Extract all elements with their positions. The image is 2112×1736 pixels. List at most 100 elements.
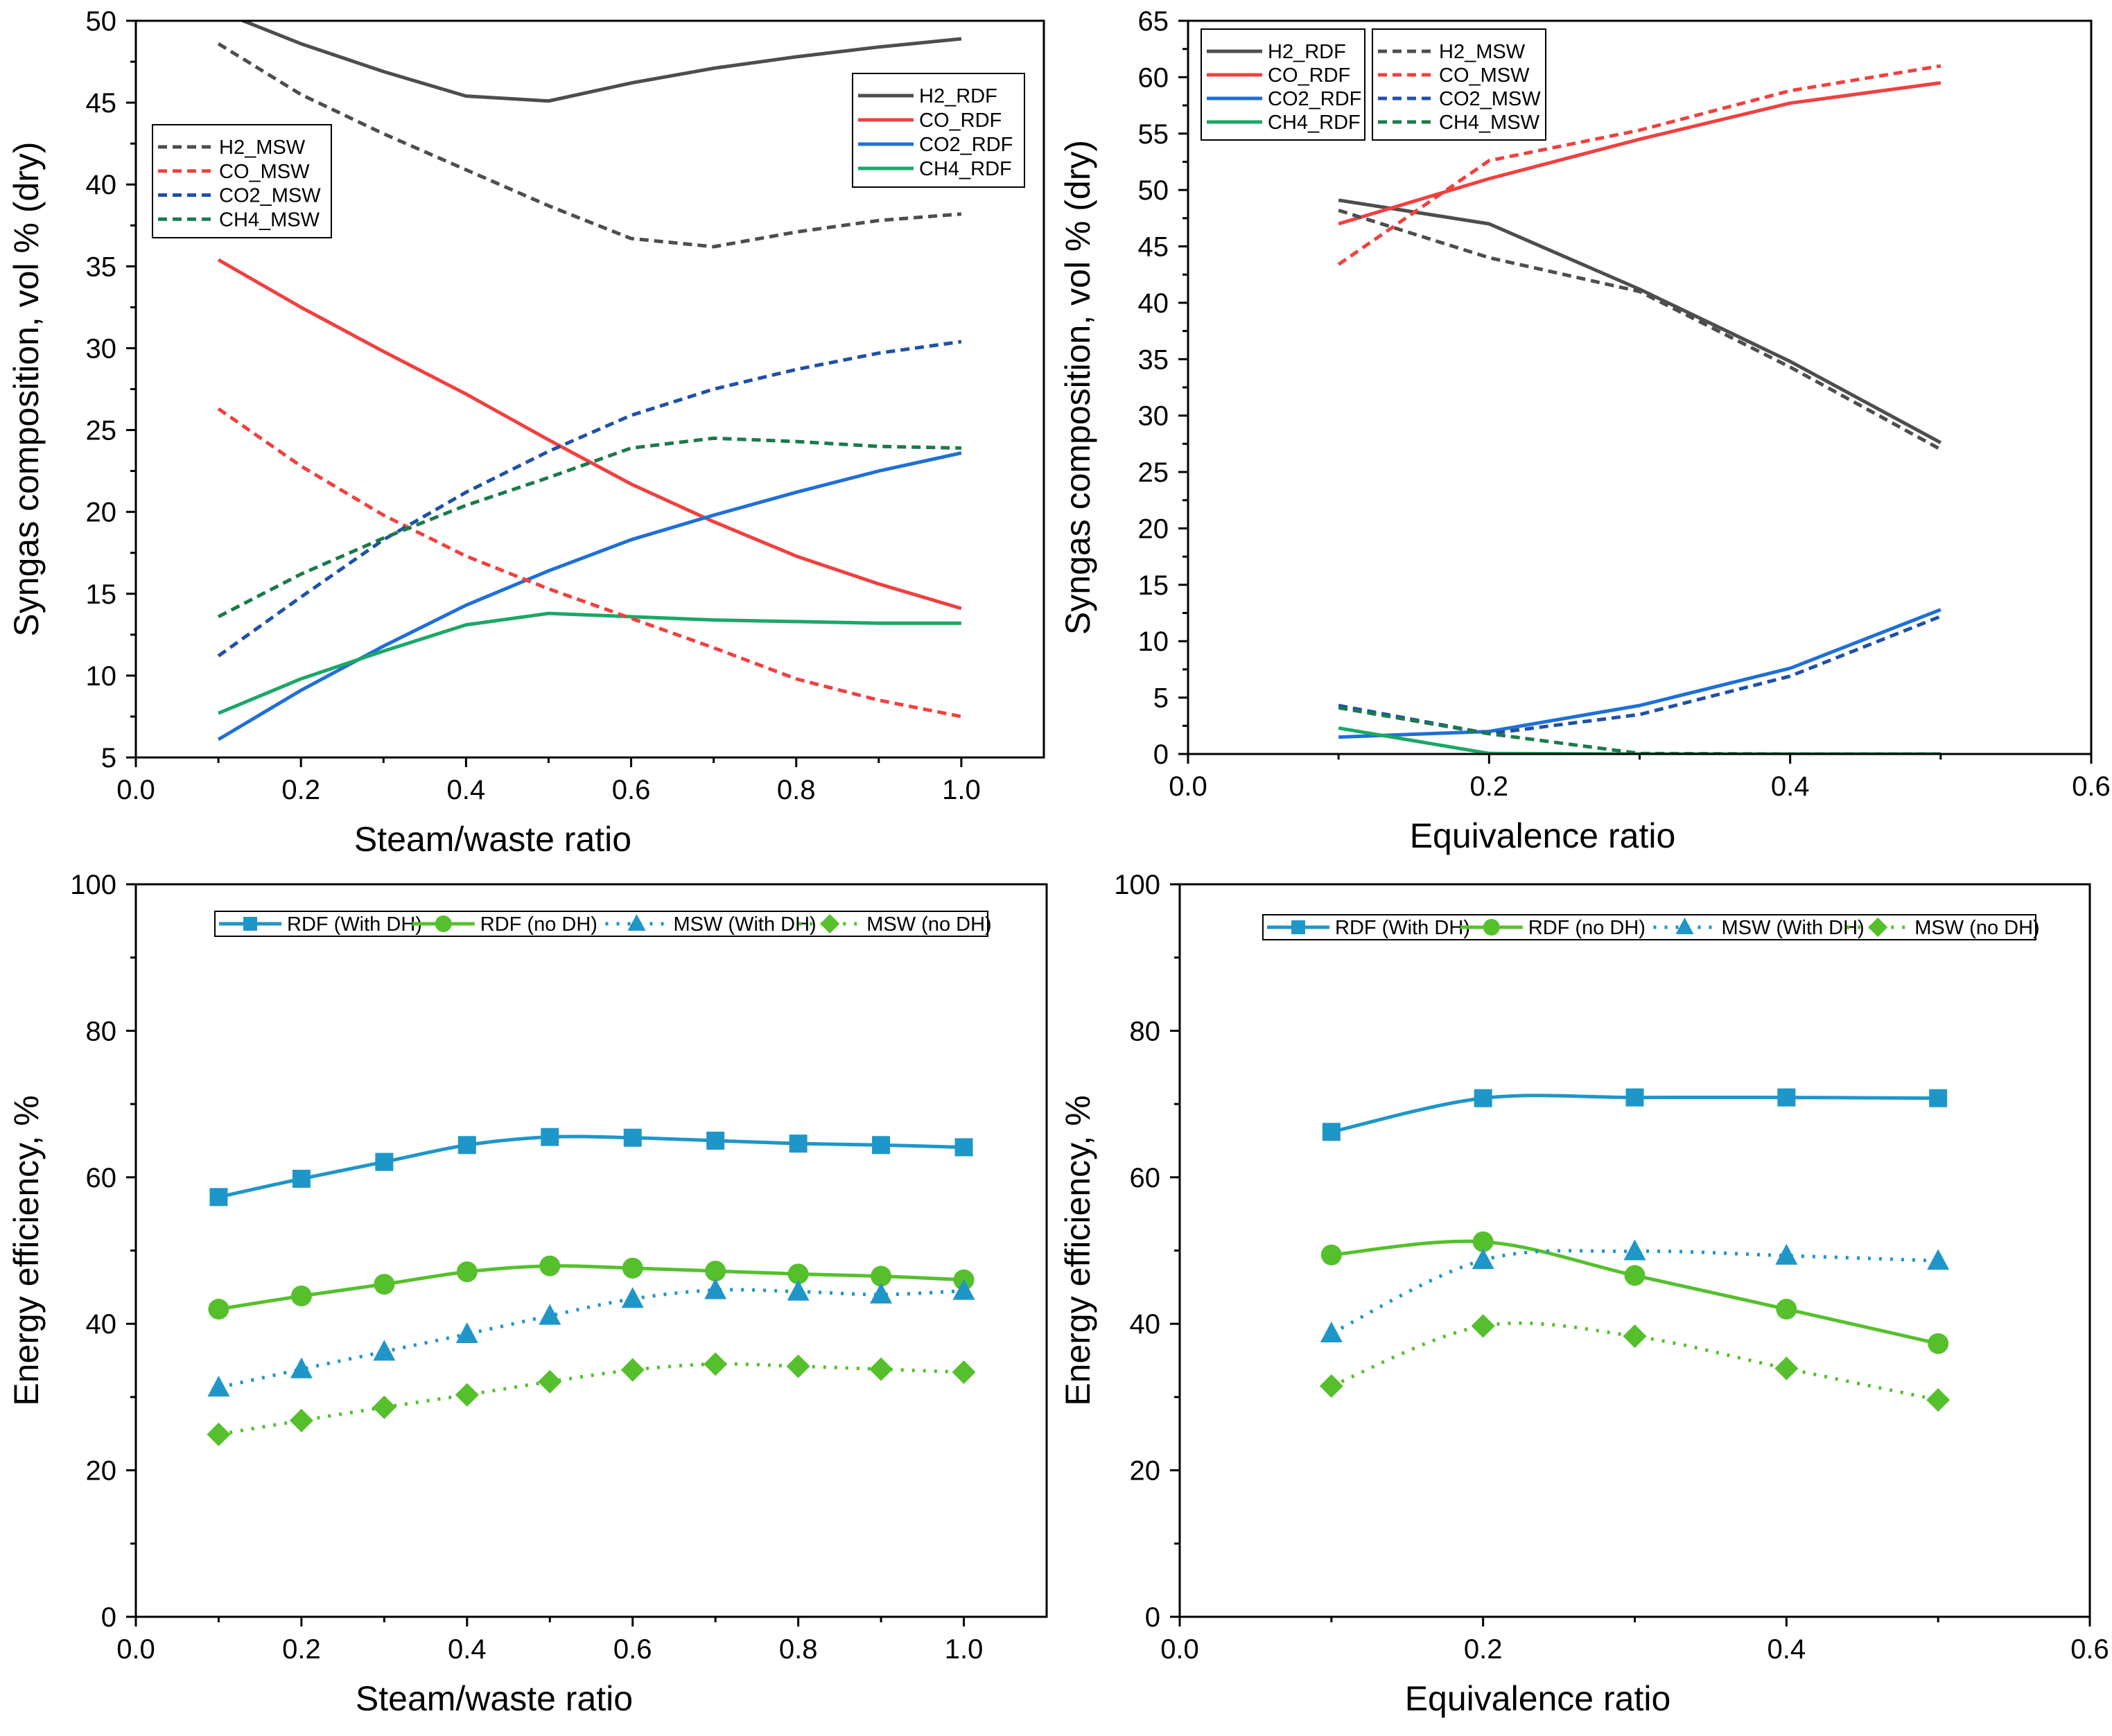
x-tick-label: 0.6 (612, 775, 651, 805)
y-tick-label: 60 (1138, 62, 1169, 93)
data-point-msw-no-dh--0 (1319, 1374, 1343, 1399)
data-point-rdf-no-dh--3 (456, 1261, 478, 1283)
legend-label: MSW (no DH) (866, 913, 991, 936)
data-point-msw-no-dh--9 (952, 1360, 976, 1384)
x-tick-label: 1.0 (942, 775, 981, 805)
chart-b: 0.0 0.2 0.4 0.6 0 5 10 15 20 25 30 35 40 45 50 55 60 65 Eq… (1058, 6, 2111, 855)
chart-c: 0.0 0.2 0.4 0.6 0.8 1.0 0 20 40 60 80 100 Steam/wast… (7, 870, 1048, 1718)
data-point-msw-no-dh--0 (207, 1422, 231, 1446)
y-tick-label: 25 (1138, 457, 1169, 488)
y-tick-label: 0 (1145, 1602, 1160, 1633)
data-point-msw-with-dh--1 (1472, 1248, 1494, 1270)
y-axis-title: Energy efficiency, % (1058, 1095, 1097, 1405)
y-tick-label: 5 (1153, 683, 1169, 714)
series-line-h2-msw (217, 42, 962, 249)
legend-label: H2_RDF (1268, 41, 1346, 63)
data-point-msw-with-dh--1 (290, 1357, 313, 1378)
data-point-msw-with-dh--4 (1927, 1249, 1950, 1270)
x-tick-label: 0.2 (281, 775, 320, 805)
data-point-rdf-no-dh--8 (871, 1265, 892, 1287)
series-line-msw-with-dh- (218, 1288, 964, 1389)
data-point-rdf-with-dh--1 (1474, 1089, 1492, 1107)
data-point-rdf-with-dh--8 (872, 1136, 891, 1155)
x-tick-label: 0.6 (2070, 1634, 2109, 1665)
legend-label: MSW (no DH) (1914, 917, 2039, 939)
data-point-rdf-with-dh--4 (1929, 1089, 1948, 1107)
legend-label: RDF (With DH) (287, 913, 422, 936)
chart-a: 0.0 0.2 0.4 0.6 0.8 1.0 5 10 15 20 25 30 35 40 45 50 Ste… (7, 6, 1045, 859)
y-tick-label: 20 (1138, 514, 1169, 544)
legend-marker (243, 917, 257, 931)
chart-c-series (207, 1128, 976, 1446)
data-point-rdf-no-dh--1 (1472, 1231, 1494, 1252)
y-tick-label: 10 (86, 661, 117, 692)
series-line-ch4-rdf (1338, 726, 1941, 754)
x-tick-label: 0.6 (613, 1634, 652, 1665)
y-axis-title: Syngas composition, vol % (dry) (7, 141, 46, 636)
data-point-msw-with-dh--5 (621, 1287, 644, 1308)
x-axis-title: Equivalence ratio (1405, 1679, 1671, 1718)
data-point-rdf-with-dh--3 (457, 1136, 476, 1155)
y-tick-label: 30 (86, 333, 117, 364)
data-point-msw-no-dh--2 (372, 1395, 396, 1419)
series-line-co2-msw (1338, 615, 1941, 736)
y-tick-label: 10 (1138, 626, 1169, 657)
x-tick-label: 1.0 (945, 1634, 984, 1665)
data-point-msw-no-dh--6 (704, 1352, 728, 1376)
data-point-rdf-no-dh--0 (208, 1299, 229, 1320)
series-line-h2-rdf (238, 21, 962, 103)
y-tick-label: 45 (86, 88, 117, 119)
y-tick-label: 60 (1130, 1163, 1161, 1193)
y-tick-label: 100 (70, 870, 116, 900)
legend-label: RDF (With DH) (1335, 917, 1470, 939)
x-tick-label: 0.4 (1771, 771, 1810, 802)
data-point-msw-no-dh--5 (620, 1358, 645, 1382)
series-line-co2-rdf (217, 451, 962, 742)
legend-label: CO_MSW (219, 161, 310, 183)
data-point-msw-with-dh--0 (207, 1376, 230, 1397)
data-point-msw-with-dh--7 (787, 1279, 810, 1301)
series-line-rdf-no-dh- (218, 1264, 964, 1311)
series-line-rdf-with-dh- (218, 1134, 964, 1199)
legend-label: CO2_RDF (919, 134, 1013, 156)
chart-c-frame (134, 883, 1048, 1618)
y-tick-label: 80 (86, 1016, 117, 1046)
legend-marker (627, 914, 646, 931)
data-point-rdf-with-dh--5 (623, 1128, 642, 1147)
data-point-msw-no-dh--2 (1623, 1324, 1647, 1349)
y-tick-label: 40 (86, 170, 117, 200)
data-point-rdf-no-dh--1 (290, 1286, 312, 1307)
chart-b-series (1337, 64, 1942, 754)
x-axis-title: Equivalence ratio (1410, 816, 1676, 855)
legend-box (214, 911, 988, 937)
data-point-rdf-with-dh--1 (292, 1169, 311, 1188)
legend-label: RDF (no DH) (480, 913, 597, 936)
y-tick-label: 20 (1130, 1456, 1161, 1487)
y-tick-label: 35 (86, 252, 117, 282)
series-line-msw-no-dh- (218, 1362, 964, 1437)
x-tick-label: 0.0 (116, 775, 155, 805)
y-tick-label: 100 (1114, 870, 1160, 900)
legend-marker (435, 915, 452, 932)
legend-label: CO2_MSW (219, 185, 321, 207)
x-axis-title: Steam/waste ratio (356, 1679, 633, 1718)
legend-label: CO_MSW (1439, 64, 1530, 87)
data-point-rdf-no-dh--6 (705, 1261, 726, 1282)
legend-label: CH4_RDF (919, 158, 1012, 180)
data-point-msw-no-dh--1 (289, 1408, 313, 1432)
legend-label: H2_RDF (919, 85, 997, 107)
legend-label: CO_RDF (919, 109, 1002, 132)
legend-label: RDF (no DH) (1528, 917, 1646, 939)
data-point-msw-with-dh--8 (870, 1282, 893, 1304)
data-point-msw-no-dh--8 (869, 1357, 893, 1381)
data-point-rdf-with-dh--6 (706, 1131, 725, 1150)
data-point-msw-with-dh--2 (1623, 1239, 1646, 1261)
data-point-msw-with-dh--3 (1775, 1243, 1798, 1265)
data-point-msw-with-dh--3 (455, 1322, 478, 1343)
data-point-rdf-with-dh--7 (789, 1134, 808, 1153)
y-tick-label: 5 (101, 743, 116, 773)
legend-label: H2_MSW (219, 137, 306, 159)
data-point-msw-with-dh--2 (373, 1340, 396, 1361)
